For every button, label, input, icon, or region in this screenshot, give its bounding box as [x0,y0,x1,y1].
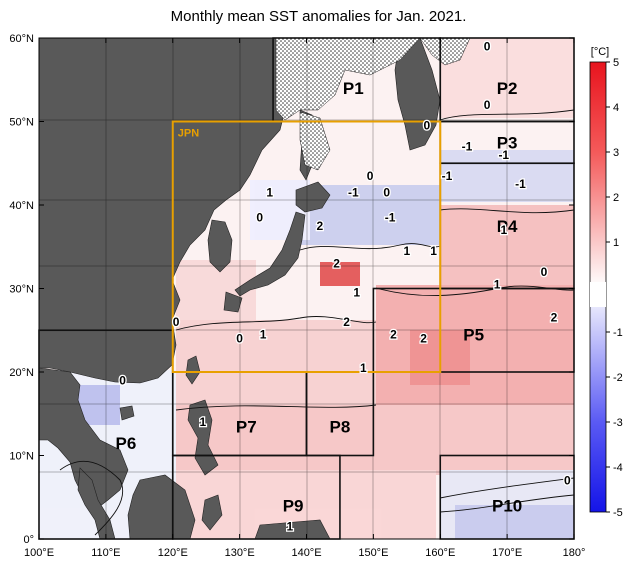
x-tick-label: 180° [563,547,586,559]
colorbar-tick-label: 1 [613,237,619,249]
colorbar-tick-label: -3 [613,417,623,429]
region-label-p9: P9 [283,497,304,516]
contour-label: -1 [462,140,473,154]
colorbar-tick-label: 4 [613,102,619,114]
contour-label: 2 [390,327,397,341]
map-title: Monthly mean SST anomalies for Jan. 2021… [170,8,467,25]
region-box-p5 [372,287,575,373]
contour-label: 0 [484,98,491,112]
colorbar-tick-label: -4 [613,462,623,474]
region-label-p2: P2 [497,79,518,98]
region-label-p7: P7 [236,417,257,436]
contour-label: 0 [119,373,126,387]
y-tick-label: 20°N [9,367,34,379]
contour-label: -1 [385,211,396,225]
colorbar-tick-label: -5 [613,507,623,519]
x-tick-label: 110°E [91,547,120,559]
contour-label: 1 [360,361,367,375]
y-tick-label: 30°N [9,284,34,296]
contour-label: -1 [515,177,526,191]
contour-label: 2 [551,311,558,325]
contour-label: 0 [173,315,180,329]
contour-label: -1 [348,185,359,199]
contour-label: 1 [200,415,207,429]
region-label-p6: P6 [116,434,137,453]
region-label-p4: P4 [497,217,518,236]
sea-ice [275,38,471,171]
contour-label: 1 [353,286,360,300]
x-tick-label: 160°E [425,547,455,559]
y-tick-label: 0° [23,534,34,546]
contour-label: 0 [367,169,374,183]
jpn-box-label: JPN [178,128,199,140]
contour-label: -1 [442,169,453,183]
axis-ticks: 100°E 110°E 120°E 130°E 140°E 150°E 160°E 170°E… [9,33,585,559]
colorbar-unit: [°C] [591,46,609,58]
contour-label: -1 [498,148,509,162]
jpn-box: JPN [171,120,442,373]
contour-label: 1 [403,244,410,258]
contour-label: 2 [420,332,427,346]
y-tick-label: 40°N [9,200,34,212]
contour-label: 0 [541,265,548,279]
contour-label: 1 [500,223,507,237]
contour-label: 2 [317,219,324,233]
contour-label: 1 [430,244,437,258]
contour-label: 0 [424,119,431,133]
x-tick-label: 120°E [158,547,188,559]
region-label-p10: P10 [492,497,522,516]
contour-label: 0 [236,332,243,346]
colorbar-neutral-band [590,282,606,307]
region-label-p8: P8 [330,417,351,436]
y-tick-label: 10°N [9,451,34,463]
x-tick-label: 100°E [24,547,54,559]
y-tick-label: 50°N [9,117,34,129]
contour-label: 0 [564,474,571,488]
colorbar-tick-label: -1 [613,327,623,339]
x-tick-label: 130°E [225,547,255,559]
region-label-p5: P5 [463,325,484,344]
y-tick-label: 60°N [9,33,34,45]
contour-label: 1 [266,185,273,199]
region-label-p1: P1 [343,79,364,98]
region-box-p9 [171,454,341,540]
contour-label: 2 [343,315,350,329]
jpn-box-outline [171,120,442,373]
colorbar-tick-label: 2 [613,192,619,204]
contour-label: 0 [383,185,390,199]
contour-label: 1 [494,277,501,291]
colorbar-tick-label: 3 [613,147,619,159]
x-tick-label: 140°E [291,547,321,559]
colorbar: [°C] 5 4 3 2 1 -1 -2 -3 -4 -5 [589,46,623,519]
contour-label: 0 [256,211,263,225]
contour-label: 1 [286,519,293,533]
contour-label: 1 [260,327,267,341]
x-tick-label: 150°E [358,547,388,559]
colorbar-tick-label: -2 [613,372,623,384]
colorbar-tick-label: 5 [613,57,619,69]
x-tick-label: 170°E [492,547,522,559]
contour-label: 2 [333,256,340,270]
contour-label: 0 [484,39,491,53]
region-label-p3: P3 [497,133,518,152]
